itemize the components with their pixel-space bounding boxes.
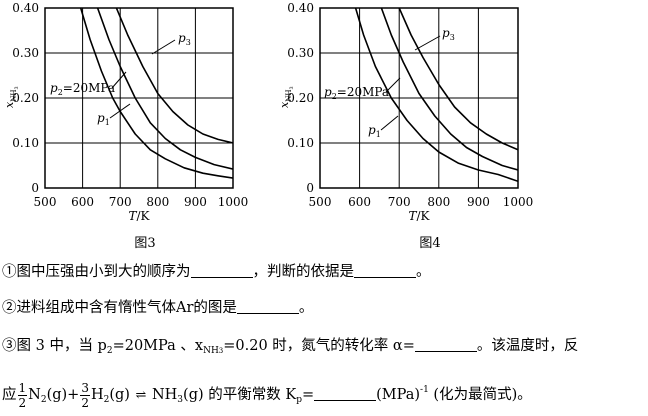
kp-eq: = [301, 387, 315, 403]
y-axis-label: xNH3 [278, 86, 295, 108]
series-label-p1: p1 [97, 111, 110, 127]
figure-3-caption: 图3 [134, 236, 156, 251]
figure-4: 500 600 700 800 900 1000 0 0.10 0.20 0.30 0.40 T/K x… [268, 0, 538, 251]
leader-line-p3 [414, 35, 441, 51]
nh3-text: NH [151, 387, 178, 403]
q3-p2-sub: 2 [106, 346, 113, 356]
q1-text: ①图中压强由小到大的顺序为 [2, 264, 191, 280]
y-tick-label: 0.40 [287, 1, 314, 15]
y-tick-label: 0.10 [287, 136, 314, 150]
q2-text: ②进料组成中含有惰性气体Ar的图是 [2, 300, 237, 316]
q3-blank-alpha[interactable] [414, 337, 477, 352]
frac2-den: 2 [81, 395, 89, 410]
n2-sub: 2 [40, 395, 47, 405]
q1-blank-1[interactable] [190, 263, 253, 278]
q3-text-d: 。该温度时，反 [476, 338, 579, 354]
question-3: ③图 3 中，当 p2=20MPa 、xNH3=0.20 时，氮气的转化率 α=… [2, 336, 578, 361]
h2-tail: (g) [109, 387, 130, 403]
y-tick-label: 0.20 [287, 91, 314, 105]
series-label-p2: p2=20MPa [50, 81, 115, 97]
n2-text: N [28, 387, 41, 403]
unit-sup: -1 [420, 385, 429, 395]
q3-text-b: =20MPa 、x [112, 338, 204, 354]
q4-text-a: 应 [2, 387, 17, 403]
x-axis-label: T/K [128, 209, 150, 223]
leader-line-p3 [151, 39, 176, 55]
tail-text: (化为最简式)。 [428, 387, 532, 403]
x-tick-label: 800 [427, 195, 450, 209]
series-line-p3 [115, 8, 233, 144]
y-tick-label: 0 [306, 181, 314, 195]
q1-text-c: 。 [416, 264, 431, 280]
frac2-num: 3 [80, 380, 90, 396]
equilibrium-arrow-icon: ⇌ [135, 388, 147, 403]
x-tick-label: 900 [467, 195, 490, 209]
y-tick-label: 0 [31, 181, 39, 195]
q3-x-sub-3: 3 [218, 347, 224, 355]
y-tick-label: 0.30 [287, 46, 314, 60]
y-tick-label: 0.10 [12, 136, 39, 150]
leader-line-p1 [380, 115, 399, 131]
question-2: ②进料组成中含有惰性气体Ar的图是 。 [2, 298, 313, 318]
x-tick-label: 900 [184, 195, 207, 209]
unit-text: (MPa) [376, 387, 421, 403]
q2-blank[interactable] [236, 299, 299, 314]
q2-text-b: 。 [298, 300, 314, 316]
kp-sub: p [296, 395, 302, 405]
question-1: ①图中压强由小到大的顺序为 ，判断的依据是 。 [2, 262, 431, 282]
leader-line-p1 [109, 103, 131, 119]
x-tick-label: 700 [388, 195, 411, 209]
x-tick-label: 800 [146, 195, 169, 209]
series-line-p1 [79, 8, 233, 179]
series-line-p220mpa [380, 8, 518, 171]
series-line-p3 [398, 8, 518, 151]
x-tick-label: 500 [34, 195, 57, 209]
series-label-p3: p3 [442, 26, 455, 42]
question-3-cont: 应 1 2 N2(g)+ 3 2 H2(g) ⇌ NH3(g) 的平衡常数 Kp= (MPa)-1… [2, 374, 532, 416]
q1-blank-2[interactable] [354, 263, 416, 278]
chart-figure-4: 500 600 700 800 900 1000 0 0.10 0.20 0.30 0.40 T/K x… [278, 1, 534, 223]
y-tick-label: 0.30 [12, 46, 39, 60]
q3-text-c: =0.20 时，氮气的转化率 α= [223, 338, 415, 354]
series-line-p220mpa [96, 8, 233, 170]
y-axis-label: xNH3 [3, 86, 20, 108]
series-label-p1: p1 [368, 123, 381, 139]
h2-sub: 2 [103, 395, 110, 405]
figure-4-caption: 图4 [419, 236, 441, 251]
x-tick-label: 700 [109, 195, 132, 209]
q1-text-b: ，判断的依据是 [252, 264, 355, 280]
series-line-p1 [354, 8, 518, 183]
series-label-p3: p3 [178, 31, 191, 47]
leader-line-p2 [385, 77, 401, 93]
x-axis-label: T/K [408, 209, 430, 223]
x-tick-label: 500 [309, 195, 332, 209]
figure-3: 500 600 700 800 900 1000 0 0.10 0.20 0.30 0.40 T/K x… [0, 0, 260, 251]
x-tick-label: 600 [348, 195, 371, 209]
x-tick-label: 1000 [503, 195, 534, 209]
q3-x-sub-nh: NH [203, 346, 219, 356]
y-tick-label: 0.20 [12, 91, 39, 105]
chart-figure-3: 500 600 700 800 900 1000 0 0.10 0.20 0.30 0.40 T/K x… [3, 1, 249, 223]
nh3-sub: 3 [177, 395, 184, 405]
frac1-num: 1 [17, 380, 28, 396]
q3-x-sub: NH3 [203, 346, 223, 356]
plot-frame [44, 7, 234, 189]
n2-tail: (g)+ [46, 387, 80, 403]
x-tick-label: 1000 [218, 195, 249, 209]
frac1-den: 2 [18, 395, 27, 410]
q3-text-a: ③图 3 中，当 p [2, 338, 107, 354]
plot-frame [319, 7, 519, 189]
nh3-tail: (g) 的平衡常数 K [183, 387, 297, 403]
leader-line-p2 [111, 71, 127, 89]
h2-text: H [90, 387, 104, 403]
y-tick-label: 0.40 [12, 1, 39, 15]
q4-blank-kp[interactable] [314, 386, 377, 401]
series-label-p2: p2=20MPa [324, 85, 389, 101]
x-tick-label: 600 [71, 195, 94, 209]
